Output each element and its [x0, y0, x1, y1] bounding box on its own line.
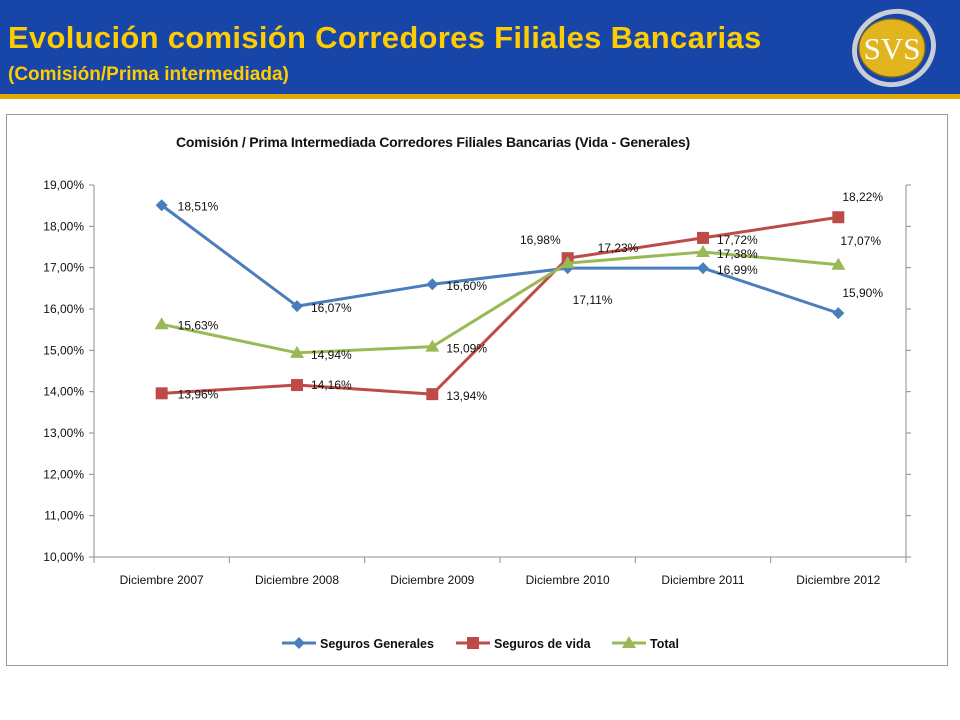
- x-axis-labels: Diciembre 2007 Diciembre 2008 Diciembre 20…: [120, 573, 881, 587]
- data-label: 17,38%: [717, 247, 758, 261]
- data-label: 13,96%: [178, 387, 219, 401]
- chart-axes: [89, 184, 911, 563]
- chart-legend: Seguros Generales Seguros de vida Total: [282, 636, 679, 651]
- legend-swatch-marker: [622, 636, 636, 648]
- data-label: 14,94%: [311, 348, 352, 362]
- data-label: 18,51%: [178, 199, 219, 213]
- data-label: 16,99%: [717, 263, 758, 277]
- data-point-marker: [560, 256, 575, 269]
- chart-series: 18,51%16,07%16,60%17,11%16,99%15,90%13,9…: [154, 190, 883, 403]
- y-tick-label: 18,00%: [43, 219, 84, 233]
- data-point-marker: [291, 300, 303, 313]
- data-point-marker: [426, 388, 439, 401]
- header-divider: [0, 94, 960, 99]
- page-subtitle: (Comisión/Prima intermediada): [8, 64, 289, 85]
- svs-logo: SVS: [852, 8, 936, 88]
- x-tick-label: Diciembre 2009: [390, 573, 474, 587]
- legend-label: Total: [650, 637, 679, 651]
- x-tick-label: Diciembre 2007: [120, 573, 204, 587]
- y-tick-label: 12,00%: [43, 467, 84, 481]
- data-label: 16,98%: [520, 233, 561, 247]
- x-tick-label: Diciembre 2012: [796, 573, 880, 587]
- svg-text:SVS: SVS: [864, 31, 921, 66]
- x-tick-label: Diciembre 2008: [255, 573, 339, 587]
- legend-swatch-marker: [467, 637, 479, 649]
- data-point-marker: [832, 307, 845, 320]
- data-point-marker: [291, 379, 303, 392]
- data-label: 18,22%: [842, 190, 883, 204]
- y-tick-label: 14,00%: [43, 385, 84, 399]
- y-tick-label: 19,00%: [43, 178, 84, 192]
- y-tick-label: 10,00%: [43, 550, 84, 564]
- data-label: 14,16%: [311, 378, 352, 392]
- series-seguros-de-vida: 13,96% 14,16% 13,94% 16,98% 17,72% 18,22%: [155, 190, 883, 403]
- data-label: 17,07%: [840, 234, 881, 248]
- data-label: 15,90%: [842, 286, 883, 300]
- data-point-marker: [155, 387, 168, 400]
- data-point-marker: [154, 317, 169, 330]
- data-label: 15,63%: [178, 318, 219, 332]
- data-point-marker: [832, 211, 845, 224]
- series-line: [161, 250, 839, 355]
- data-label: 15,09%: [446, 342, 487, 356]
- legend-item: Total: [612, 636, 679, 651]
- series-line: [161, 215, 839, 396]
- y-axis-labels: 10,00% 11,00% 12,00% 13,00% 14,00% 15,00% 16,0…: [43, 178, 84, 564]
- data-point-marker: [697, 262, 709, 275]
- data-point-marker: [155, 199, 168, 212]
- data-point-marker: [290, 345, 304, 358]
- legend-swatch-marker: [293, 637, 305, 649]
- data-label: 17,23%: [598, 241, 639, 255]
- series-total: 15,63% 14,94% 15,09% 17,23% 17,38% 17,07%: [154, 234, 881, 362]
- y-tick-label: 15,00%: [43, 343, 84, 357]
- x-tick-label: Diciembre 2010: [526, 573, 610, 587]
- page-title: Evolución comisión Corredores Filiales B…: [8, 20, 762, 55]
- chart-title: Comisión / Prima Intermediada Corredores…: [176, 134, 691, 150]
- data-label: 17,72%: [717, 233, 758, 247]
- series-line: [160, 204, 839, 315]
- y-tick-label: 13,00%: [43, 426, 84, 440]
- data-label: 16,07%: [311, 301, 352, 315]
- legend-item: Seguros de vida: [456, 637, 592, 651]
- data-label: 16,60%: [446, 279, 487, 293]
- legend-label: Seguros Generales: [320, 637, 434, 651]
- y-tick-label: 17,00%: [43, 261, 84, 275]
- data-point-marker: [425, 339, 440, 352]
- data-point-marker: [426, 278, 439, 291]
- data-label: 13,94%: [446, 389, 487, 403]
- legend-label: Seguros de vida: [494, 637, 592, 651]
- y-tick-label: 16,00%: [43, 302, 84, 316]
- legend-item: Seguros Generales: [282, 637, 434, 651]
- title-bar: [0, 0, 960, 96]
- y-tick-label: 11,00%: [44, 509, 84, 523]
- series-seguros-generales: 18,51% 16,07% 16,60% 17,11% 16,99% 15,90%: [155, 199, 883, 320]
- data-point-marker: [696, 244, 710, 257]
- data-label: 17,11%: [573, 293, 613, 307]
- data-point-marker: [697, 231, 709, 244]
- data-point-marker: [831, 257, 846, 270]
- x-tick-label: Diciembre 2011: [661, 573, 744, 587]
